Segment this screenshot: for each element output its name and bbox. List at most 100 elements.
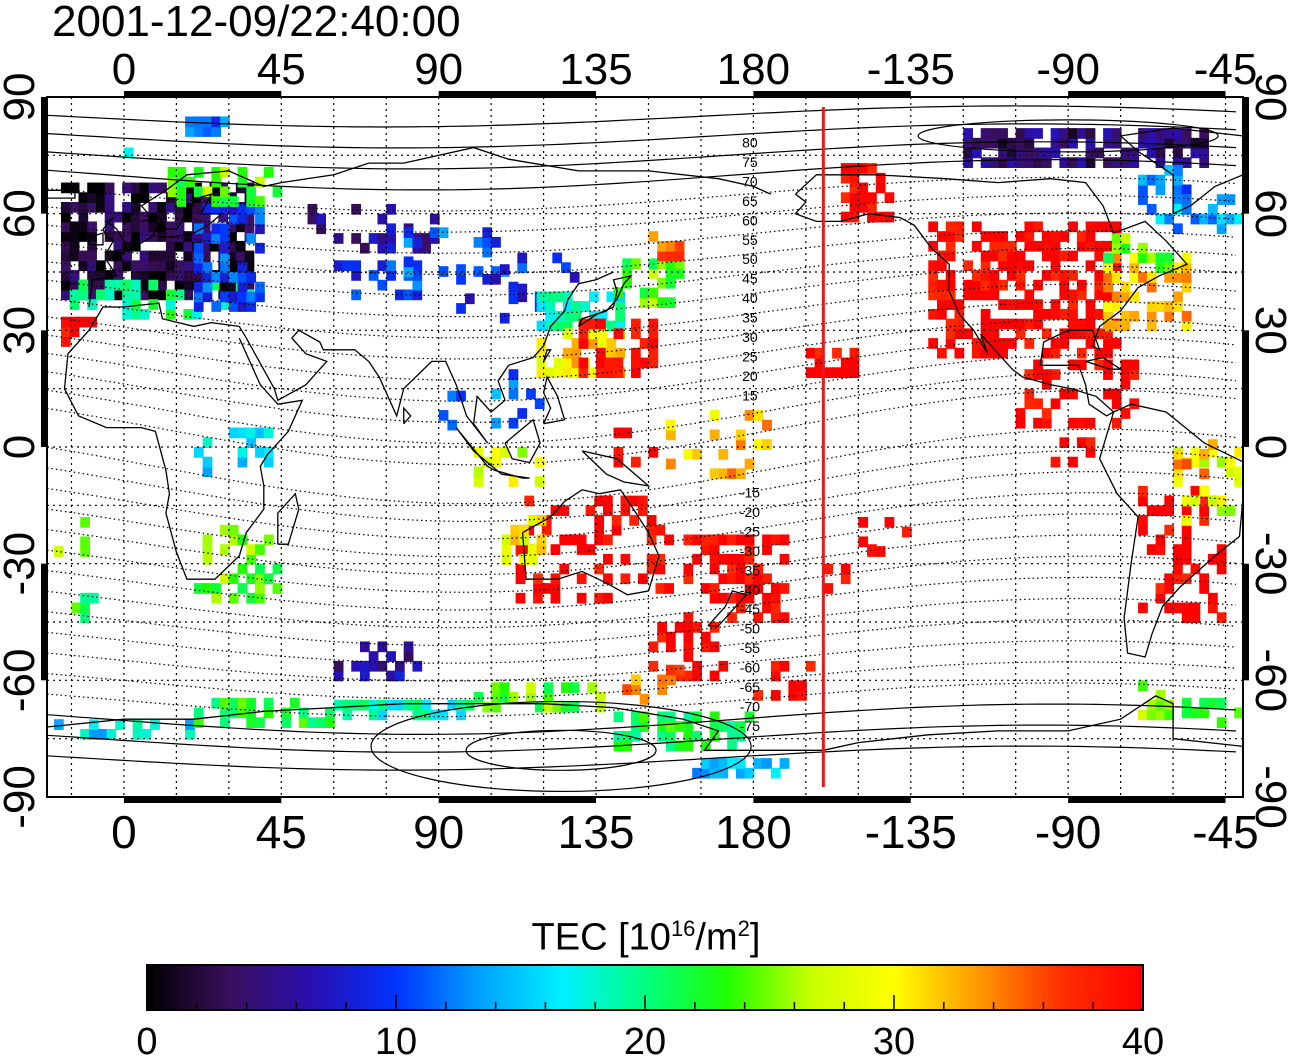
tec-cell [139, 192, 150, 203]
tec-cell [1111, 242, 1122, 254]
tec-cell [456, 699, 466, 711]
tec-cell [1085, 231, 1096, 242]
tec-cell [1111, 301, 1122, 312]
tec-cell [508, 378, 519, 390]
coastline [403, 406, 412, 425]
tec-cell [447, 699, 458, 711]
tec-cell [718, 660, 729, 672]
tec-cell [113, 289, 124, 301]
tec-cell [482, 246, 493, 258]
mag-lat-contour [47, 703, 1237, 735]
bottom-lon-tick-label: -135 [865, 806, 957, 858]
tec-cell [60, 289, 71, 301]
tec-cell [1041, 240, 1052, 252]
tec-cell [998, 147, 1008, 159]
tec-cell [255, 563, 265, 575]
tec-cell [1155, 147, 1166, 159]
tec-cell [945, 338, 956, 349]
tec-cell [735, 721, 746, 732]
tec-cell [665, 721, 676, 732]
tec-cell [157, 270, 167, 281]
tec-cell [1155, 157, 1166, 168]
tec-cell [875, 211, 886, 223]
tec-cell [515, 592, 526, 604]
tec-cell [412, 270, 423, 281]
tec-cell [69, 316, 80, 328]
tec-cell [1059, 250, 1070, 262]
tec-cell [1146, 147, 1157, 159]
tec-cell [1216, 717, 1227, 728]
tec-cell [148, 250, 159, 262]
tec-cell [1059, 270, 1070, 281]
right-lat-tick-label: 30 [1246, 306, 1292, 355]
tec-cell [620, 553, 631, 565]
tec-cell [638, 505, 648, 517]
tec-cell [1138, 194, 1148, 205]
coastline [1119, 127, 1243, 215]
tec-cell [1181, 697, 1192, 709]
tec-cell [657, 258, 667, 270]
tec-cell [377, 260, 388, 272]
tec-cell [1199, 697, 1210, 709]
tec-cell [1094, 359, 1105, 371]
tec-cell [657, 711, 667, 723]
tec-cell [403, 699, 414, 711]
tec-cell [1111, 128, 1122, 139]
tec-cell [368, 233, 379, 244]
tec-cell [298, 717, 309, 728]
tec-cell [526, 388, 536, 400]
tec-cell [1181, 184, 1192, 196]
tec-cell [1155, 213, 1166, 225]
tec-cell [840, 163, 851, 174]
tec-cell [403, 641, 414, 653]
tec-cell [596, 367, 606, 378]
tec-cell [683, 448, 694, 460]
tec-cell [78, 202, 89, 213]
tec-cell [69, 202, 80, 213]
tec-cell [193, 717, 204, 728]
left-lat-tick-label: -30 [0, 532, 44, 596]
tec-cell [867, 163, 877, 174]
tec-cell [867, 202, 877, 213]
bottom-lon-tick-label: -90 [1035, 806, 1101, 858]
tec-cell [613, 427, 624, 439]
tec-cell [1181, 203, 1192, 215]
tec-cell [569, 682, 580, 693]
bottom-lon-tick-label: 180 [715, 806, 792, 858]
tec-cell [536, 544, 547, 555]
tec-cell [255, 583, 265, 594]
tec-cell [954, 328, 965, 340]
tec-cell [60, 240, 71, 252]
tec-cell [631, 730, 641, 742]
tec-cell [1068, 128, 1078, 139]
tec-cell [499, 682, 510, 693]
tec-cell [753, 583, 764, 594]
tec-cell [139, 182, 150, 194]
tec-cell [989, 289, 1000, 301]
tec-cell [665, 664, 676, 676]
tec-cell [709, 721, 720, 732]
tec-cell [989, 338, 1000, 349]
tec-cell [228, 272, 239, 283]
tec-cell [1103, 128, 1113, 139]
tec-cell [648, 641, 659, 653]
tec-cell [165, 192, 176, 203]
tec-cell [1155, 128, 1166, 139]
tec-cell [482, 237, 493, 248]
tec-cell [1050, 398, 1061, 410]
tec-cell [1033, 308, 1043, 320]
tec-cell [744, 410, 755, 421]
tec-cell [541, 515, 552, 526]
tec-cell [1024, 147, 1035, 159]
tec-cell [674, 250, 685, 262]
tec-cell [744, 583, 755, 594]
tec-cell [1216, 697, 1227, 709]
tec-cell [1103, 157, 1113, 168]
tec-cell [814, 347, 825, 359]
tec-cell [359, 670, 370, 682]
tec-cell [1216, 563, 1227, 575]
tec-cell [1138, 485, 1148, 497]
tec-cell [744, 711, 755, 723]
tec-cell [1181, 194, 1192, 205]
